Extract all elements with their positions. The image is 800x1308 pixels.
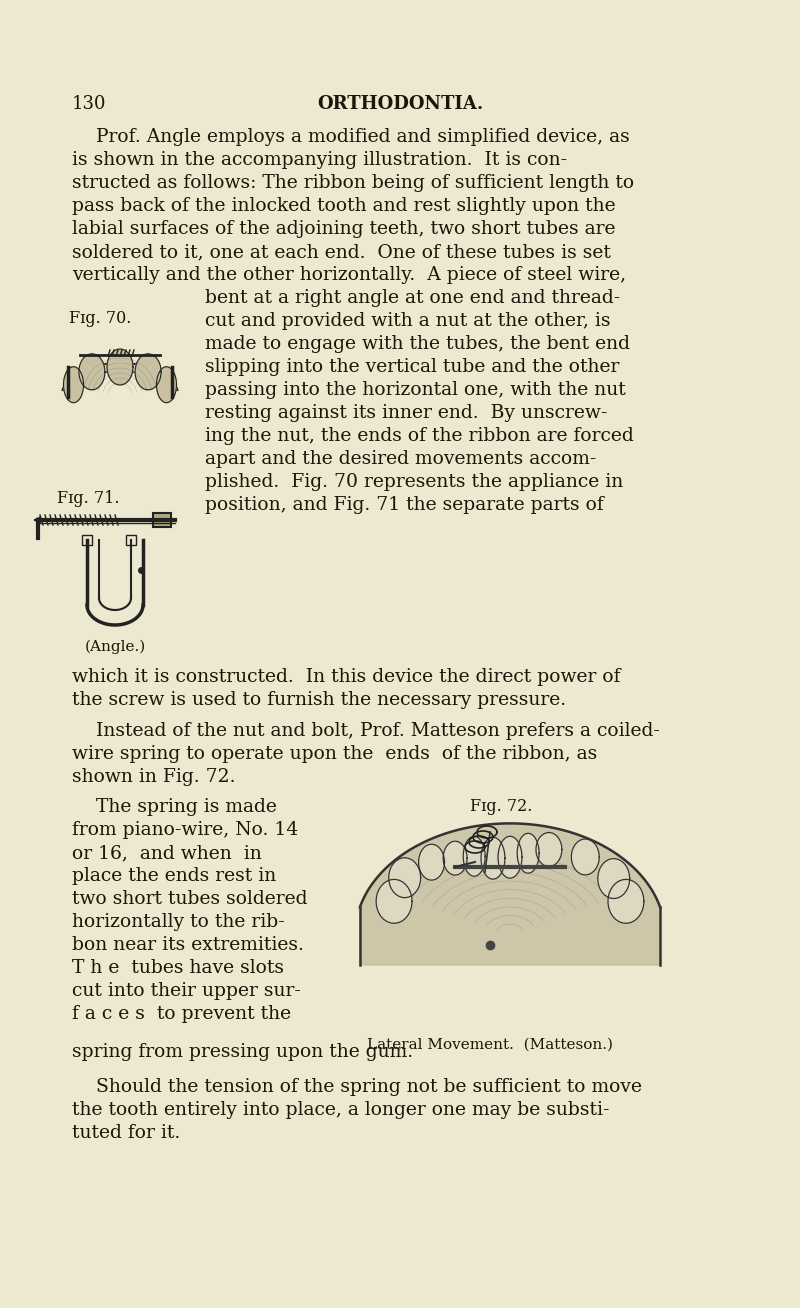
Polygon shape bbox=[389, 858, 421, 897]
Text: bent at a right angle at one end and thread-: bent at a right angle at one end and thr… bbox=[205, 289, 620, 307]
Text: Fɪg. 71.: Fɪg. 71. bbox=[57, 490, 119, 508]
Text: f a c e s  to prevent the: f a c e s to prevent the bbox=[72, 1005, 291, 1023]
Text: pass back of the inlocked tooth and rest slightly upon the: pass back of the inlocked tooth and rest… bbox=[72, 198, 616, 215]
Text: The spring is made: The spring is made bbox=[72, 798, 277, 816]
Text: Instead of the nut and bolt, Prof. Matteson prefers a coiled-: Instead of the nut and bolt, Prof. Matte… bbox=[72, 722, 660, 740]
Text: T h e  tubes have slots: T h e tubes have slots bbox=[72, 959, 284, 977]
Text: place the ends rest in: place the ends rest in bbox=[72, 867, 276, 886]
Polygon shape bbox=[517, 833, 539, 874]
Text: from piano-wire, No. 14: from piano-wire, No. 14 bbox=[72, 821, 298, 838]
Text: structed as follows: The ribbon being of sufficient length to: structed as follows: The ribbon being of… bbox=[72, 174, 634, 192]
Text: vertically and the other horizontally.  A piece of steel wire,: vertically and the other horizontally. A… bbox=[72, 266, 626, 284]
Polygon shape bbox=[443, 841, 467, 875]
Polygon shape bbox=[135, 354, 161, 390]
Text: labial surfaces of the adjoining teeth, two short tubes are: labial surfaces of the adjoining teeth, … bbox=[72, 220, 615, 238]
Polygon shape bbox=[598, 858, 630, 899]
Text: Should the tension of the spring not be sufficient to move: Should the tension of the spring not be … bbox=[72, 1078, 642, 1096]
Bar bbox=[82, 535, 92, 545]
Polygon shape bbox=[463, 836, 485, 876]
Polygon shape bbox=[63, 366, 83, 403]
Text: bon near its extremities.: bon near its extremities. bbox=[72, 937, 304, 954]
Text: slipping into the vertical tube and the other: slipping into the vertical tube and the … bbox=[205, 358, 619, 375]
Text: cut and provided with a nut at the other, is: cut and provided with a nut at the other… bbox=[205, 313, 610, 330]
Text: passing into the horizontal one, with the nut: passing into the horizontal one, with th… bbox=[205, 381, 626, 399]
Text: tuted for it.: tuted for it. bbox=[72, 1124, 180, 1142]
Polygon shape bbox=[498, 836, 522, 878]
Bar bbox=[126, 535, 136, 545]
Text: the tooth entirely into place, a longer one may be substi-: the tooth entirely into place, a longer … bbox=[72, 1101, 610, 1120]
Text: soldered to it, one at each end.  One of these tubes is set: soldered to it, one at each end. One of … bbox=[72, 243, 611, 262]
Text: apart and the desired movements accom-: apart and the desired movements accom- bbox=[205, 450, 596, 468]
Text: wire spring to operate upon the  ends  of the ribbon, as: wire spring to operate upon the ends of … bbox=[72, 746, 598, 763]
Text: horizontally to the rib-: horizontally to the rib- bbox=[72, 913, 285, 931]
Polygon shape bbox=[79, 354, 105, 390]
Text: resting against its inner end.  By unscrew-: resting against its inner end. By unscre… bbox=[205, 404, 607, 422]
Text: is shown in the accompanying illustration.  It is con-: is shown in the accompanying illustratio… bbox=[72, 150, 567, 169]
Polygon shape bbox=[536, 832, 562, 866]
Polygon shape bbox=[481, 837, 505, 879]
Text: Prof. Angle employs a modified and simplified device, as: Prof. Angle employs a modified and simpl… bbox=[72, 128, 630, 146]
Text: made to engage with the tubes, the bent end: made to engage with the tubes, the bent … bbox=[205, 335, 630, 353]
Polygon shape bbox=[571, 838, 599, 875]
Text: the screw is used to furnish the necessary pressure.: the screw is used to furnish the necessa… bbox=[72, 691, 566, 709]
Polygon shape bbox=[360, 824, 660, 965]
Text: or 16,  and when  in: or 16, and when in bbox=[72, 844, 262, 862]
Text: ORTHODONTIA.: ORTHODONTIA. bbox=[317, 95, 483, 112]
Polygon shape bbox=[418, 844, 445, 880]
Text: plished.  Fig. 70 represents the appliance in: plished. Fig. 70 represents the applianc… bbox=[205, 473, 623, 490]
Text: shown in Fig. 72.: shown in Fig. 72. bbox=[72, 768, 235, 786]
Polygon shape bbox=[608, 879, 644, 923]
Text: 130: 130 bbox=[72, 95, 106, 112]
Text: spring from pressing upon the gum.: spring from pressing upon the gum. bbox=[72, 1042, 413, 1061]
Bar bbox=[153, 513, 171, 527]
Text: Fɪg. 70.: Fɪg. 70. bbox=[69, 310, 131, 327]
Polygon shape bbox=[157, 366, 177, 403]
Text: ing the nut, the ends of the ribbon are forced: ing the nut, the ends of the ribbon are … bbox=[205, 426, 634, 445]
Text: position, and Fig. 71 the separate parts of: position, and Fig. 71 the separate parts… bbox=[205, 496, 604, 514]
Text: which it is constructed.  In this device the direct power of: which it is constructed. In this device … bbox=[72, 668, 621, 685]
Polygon shape bbox=[107, 349, 133, 385]
Text: (Angle.): (Angle.) bbox=[84, 640, 146, 654]
Text: two short tubes soldered: two short tubes soldered bbox=[72, 889, 307, 908]
Polygon shape bbox=[376, 879, 412, 923]
Text: cut into their upper sur-: cut into their upper sur- bbox=[72, 982, 301, 1001]
Text: Fɪg. 72.: Fɪg. 72. bbox=[470, 798, 532, 815]
Text: Lateral Movement.  (Matteson.): Lateral Movement. (Matteson.) bbox=[367, 1039, 613, 1052]
